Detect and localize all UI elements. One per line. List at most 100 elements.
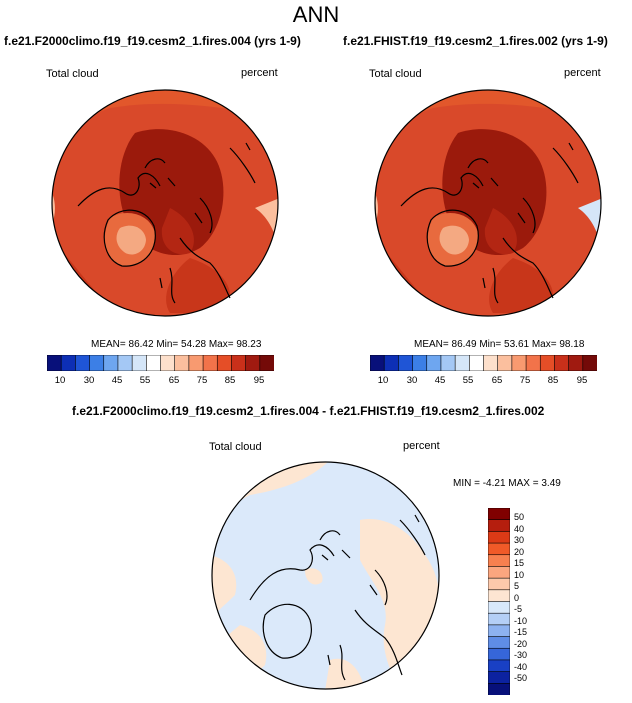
colorbar-swatch (487, 647, 511, 661)
colorbar-swatch (539, 354, 556, 372)
colorbar-label: 95 (576, 375, 588, 386)
colorbar-swatch (146, 354, 162, 372)
panel-1-colorbar-swatches (46, 354, 275, 372)
colorbar-swatch (487, 659, 511, 673)
colorbar-swatch (216, 354, 233, 372)
colorbar-label: -20 (514, 638, 528, 649)
colorbar-swatch (131, 354, 147, 372)
colorbar-swatch (245, 354, 261, 372)
colorbar-swatch (487, 577, 511, 591)
colorbar-label: -15 (514, 627, 528, 637)
colorbar-swatch (487, 683, 511, 696)
colorbar-swatch (75, 354, 91, 372)
colorbar-swatch (469, 354, 485, 372)
colorbar-swatch (259, 354, 275, 372)
panel-1-stats: MEAN= 86.42 Min= 54.28 Max= 98.23 (91, 339, 262, 350)
colorbar-swatch (174, 354, 190, 372)
colorbar-label: 55 (462, 375, 474, 386)
colorbar-swatch (487, 531, 511, 544)
colorbar-swatch (483, 354, 499, 372)
colorbar-swatch (369, 354, 385, 372)
panel-2-colorbar-labels: 10 30 45 55 65 75 85 95 (370, 375, 597, 389)
colorbar-swatch (487, 671, 511, 684)
colorbar-swatch (188, 354, 204, 372)
panel-1-colorbar-labels: 10 30 45 55 65 75 85 95 (47, 375, 274, 389)
colorbar-swatch (487, 612, 511, 626)
colorbar-label: 10 (514, 569, 525, 580)
colorbar-label: -5 (514, 604, 523, 614)
colorbar-label: 40 (514, 523, 525, 534)
colorbar-label: 65 (168, 375, 180, 386)
page-title: ANN (292, 2, 340, 27)
panel-1-units: percent (241, 67, 278, 79)
colorbar-swatch (160, 354, 176, 372)
colorbar-label: -50 (514, 673, 528, 683)
panel-2-polar-map (374, 89, 602, 317)
colorbar-swatch (497, 354, 513, 372)
panel-1-title: f.e21.F2000climo.f19_f19.cesm2_1.fires.0… (4, 34, 301, 48)
panel-1-variable: Total cloud (46, 68, 99, 80)
colorbar-label: 75 (519, 375, 531, 386)
colorbar-swatch (487, 542, 511, 556)
colorbar-swatch (487, 601, 511, 614)
difference-stats: MIN = -4.21 MAX = 3.49 (453, 478, 561, 489)
colorbar-label: 45 (111, 375, 123, 386)
colorbar-swatch (89, 354, 105, 372)
colorbar-label: 10 (377, 375, 389, 386)
colorbar-label: 5 (514, 581, 520, 591)
colorbar-label: 75 (196, 375, 208, 386)
colorbar-swatch (60, 354, 76, 372)
colorbar-swatch (487, 554, 511, 568)
colorbar-swatch (487, 507, 511, 521)
colorbar-label: 30 (406, 375, 418, 386)
colorbar-label: 10 (54, 375, 66, 386)
colorbar-label: 30 (83, 375, 95, 386)
colorbar-label: 15 (514, 558, 525, 568)
difference-units: percent (403, 440, 440, 452)
difference-colorbar (487, 507, 511, 696)
panel-2-variable: Total cloud (369, 68, 422, 80)
colorbar-swatch (412, 354, 428, 372)
colorbar-label: 45 (434, 375, 446, 386)
colorbar-label: -10 (514, 615, 528, 626)
colorbar-label: 20 (514, 546, 525, 557)
colorbar-swatch (117, 354, 133, 372)
colorbar-swatch (103, 354, 119, 372)
colorbar-label: 30 (514, 535, 525, 545)
colorbar-swatch (487, 624, 511, 638)
colorbar-swatch (398, 354, 414, 372)
colorbar-swatch (231, 354, 247, 372)
colorbar-swatch (511, 354, 527, 372)
colorbar-swatch (487, 636, 511, 649)
colorbar-swatch (554, 354, 570, 372)
difference-colorbar-labels: 50 40 30 20 15 10 5 0 -5 -10 -15 -20 -30… (514, 512, 554, 692)
colorbar-swatch (487, 566, 511, 579)
colorbar-swatch (568, 354, 584, 372)
panel-2-stats: MEAN= 86.49 Min= 53.61 Max= 98.18 (414, 339, 585, 350)
colorbar-label: 50 (514, 512, 525, 522)
colorbar-swatch (487, 519, 511, 532)
colorbar-swatch (487, 589, 511, 603)
colorbar-label: 0 (514, 592, 520, 603)
difference-polar-map (211, 461, 440, 690)
colorbar-label: 85 (224, 375, 236, 386)
colorbar-swatch (426, 354, 442, 372)
panel-2-units: percent (564, 67, 601, 79)
difference-colorbar-swatches (487, 507, 511, 696)
colorbar-swatch (46, 354, 62, 372)
colorbar-swatch (440, 354, 456, 372)
colorbar-label: 65 (491, 375, 503, 386)
colorbar-swatch (582, 354, 598, 372)
difference-variable: Total cloud (209, 441, 262, 453)
colorbar-label: -30 (514, 650, 528, 660)
colorbar-label: 85 (547, 375, 559, 386)
colorbar-swatch (454, 354, 470, 372)
colorbar-label: 95 (253, 375, 265, 386)
panel-1-polar-map (51, 89, 279, 317)
colorbar-swatch (202, 354, 218, 372)
panel-2-colorbar (369, 354, 598, 372)
panel-1-colorbar (46, 354, 275, 372)
panel-2-title: f.e21.FHIST.f19_f19.cesm2_1.fires.002 (y… (343, 34, 608, 48)
colorbar-label: 55 (139, 375, 151, 386)
colorbar-label: -40 (514, 661, 528, 672)
